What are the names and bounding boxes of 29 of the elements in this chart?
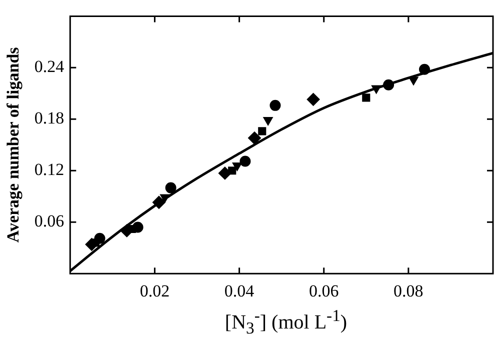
y-tick-label: 0.12 [34, 160, 64, 180]
y-tick-label: 0.18 [34, 108, 64, 128]
point [232, 162, 242, 171]
point [240, 156, 251, 167]
point [160, 194, 170, 203]
point [362, 94, 370, 102]
point [218, 166, 232, 180]
x-tick-label: 0.08 [394, 281, 424, 300]
point [408, 76, 418, 86]
point [228, 166, 236, 175]
x-tick-label: 0.04 [224, 281, 255, 300]
point [306, 92, 320, 106]
point [270, 100, 281, 111]
y-axis-title: Average number of ligands [4, 46, 23, 243]
point [132, 222, 144, 233]
point [263, 117, 273, 126]
y-tick-label: 0.24 [34, 57, 65, 76]
point [371, 85, 382, 94]
point [165, 182, 176, 194]
x-tick-label: 0.02 [140, 281, 170, 300]
point [383, 79, 394, 90]
x-axis-title: [N$_{3}$$^{-}$] (mol L$^{-1}$) [224, 306, 348, 339]
point [258, 127, 266, 136]
point [152, 196, 166, 209]
point [94, 232, 106, 244]
point [419, 64, 430, 75]
y-tick-label: 0.06 [34, 212, 64, 231]
x-tick-label: 0.06 [308, 281, 339, 300]
point [248, 132, 262, 145]
